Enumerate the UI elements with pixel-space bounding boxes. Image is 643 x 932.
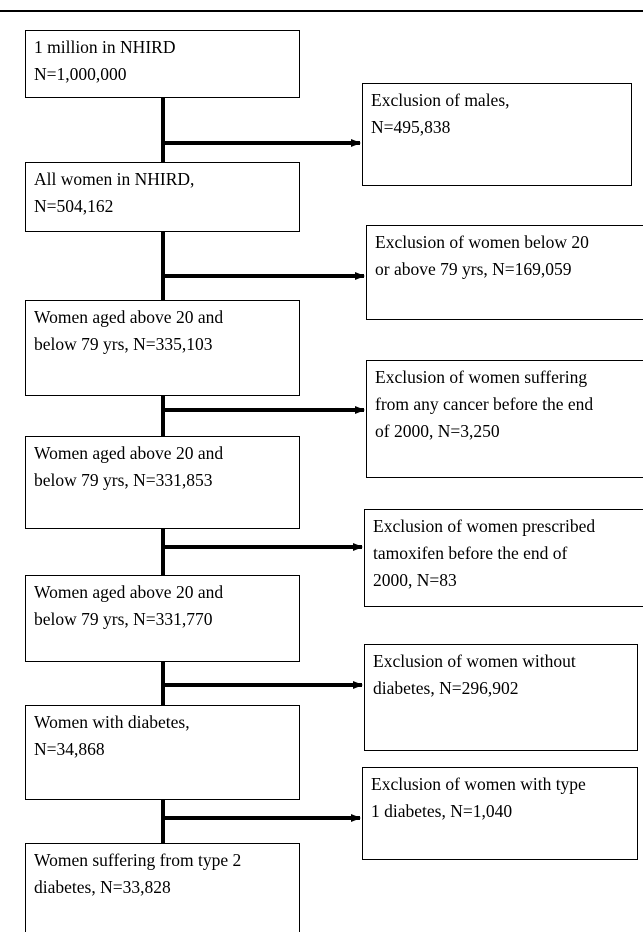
exclusion-tamoxifen: Exclusion of women prescribed tamoxifen … [364, 509, 643, 607]
top-rule [0, 10, 643, 12]
exclusion-no-diabetes: Exclusion of women without diabetes, N=2… [364, 644, 638, 751]
exclusion-cancer: Exclusion of women suffering from any ca… [366, 360, 643, 478]
exclusion-males: Exclusion of males, N=495,838 [362, 83, 632, 186]
step-diabetes: Women with diabetes, N=34,868 [25, 705, 300, 800]
step-age-filtered: Women aged above 20 and below 79 yrs, N=… [25, 300, 300, 396]
exclusion-type1-diabetes: Exclusion of women with type 1 diabetes,… [362, 767, 638, 860]
step-type2-diabetes: Women suffering from type 2 diabetes, N=… [25, 843, 300, 932]
step-no-cancer: Women aged above 20 and below 79 yrs, N=… [25, 436, 300, 529]
exclusion-age: Exclusion of women below 20 or above 79 … [366, 225, 643, 320]
step-all-women: All women in NHIRD, N=504,162 [25, 162, 300, 232]
step-all-nhird: 1 million in NHIRD N=1,000,000 [25, 30, 300, 98]
step-no-tamoxifen: Women aged above 20 and below 79 yrs, N=… [25, 575, 300, 662]
